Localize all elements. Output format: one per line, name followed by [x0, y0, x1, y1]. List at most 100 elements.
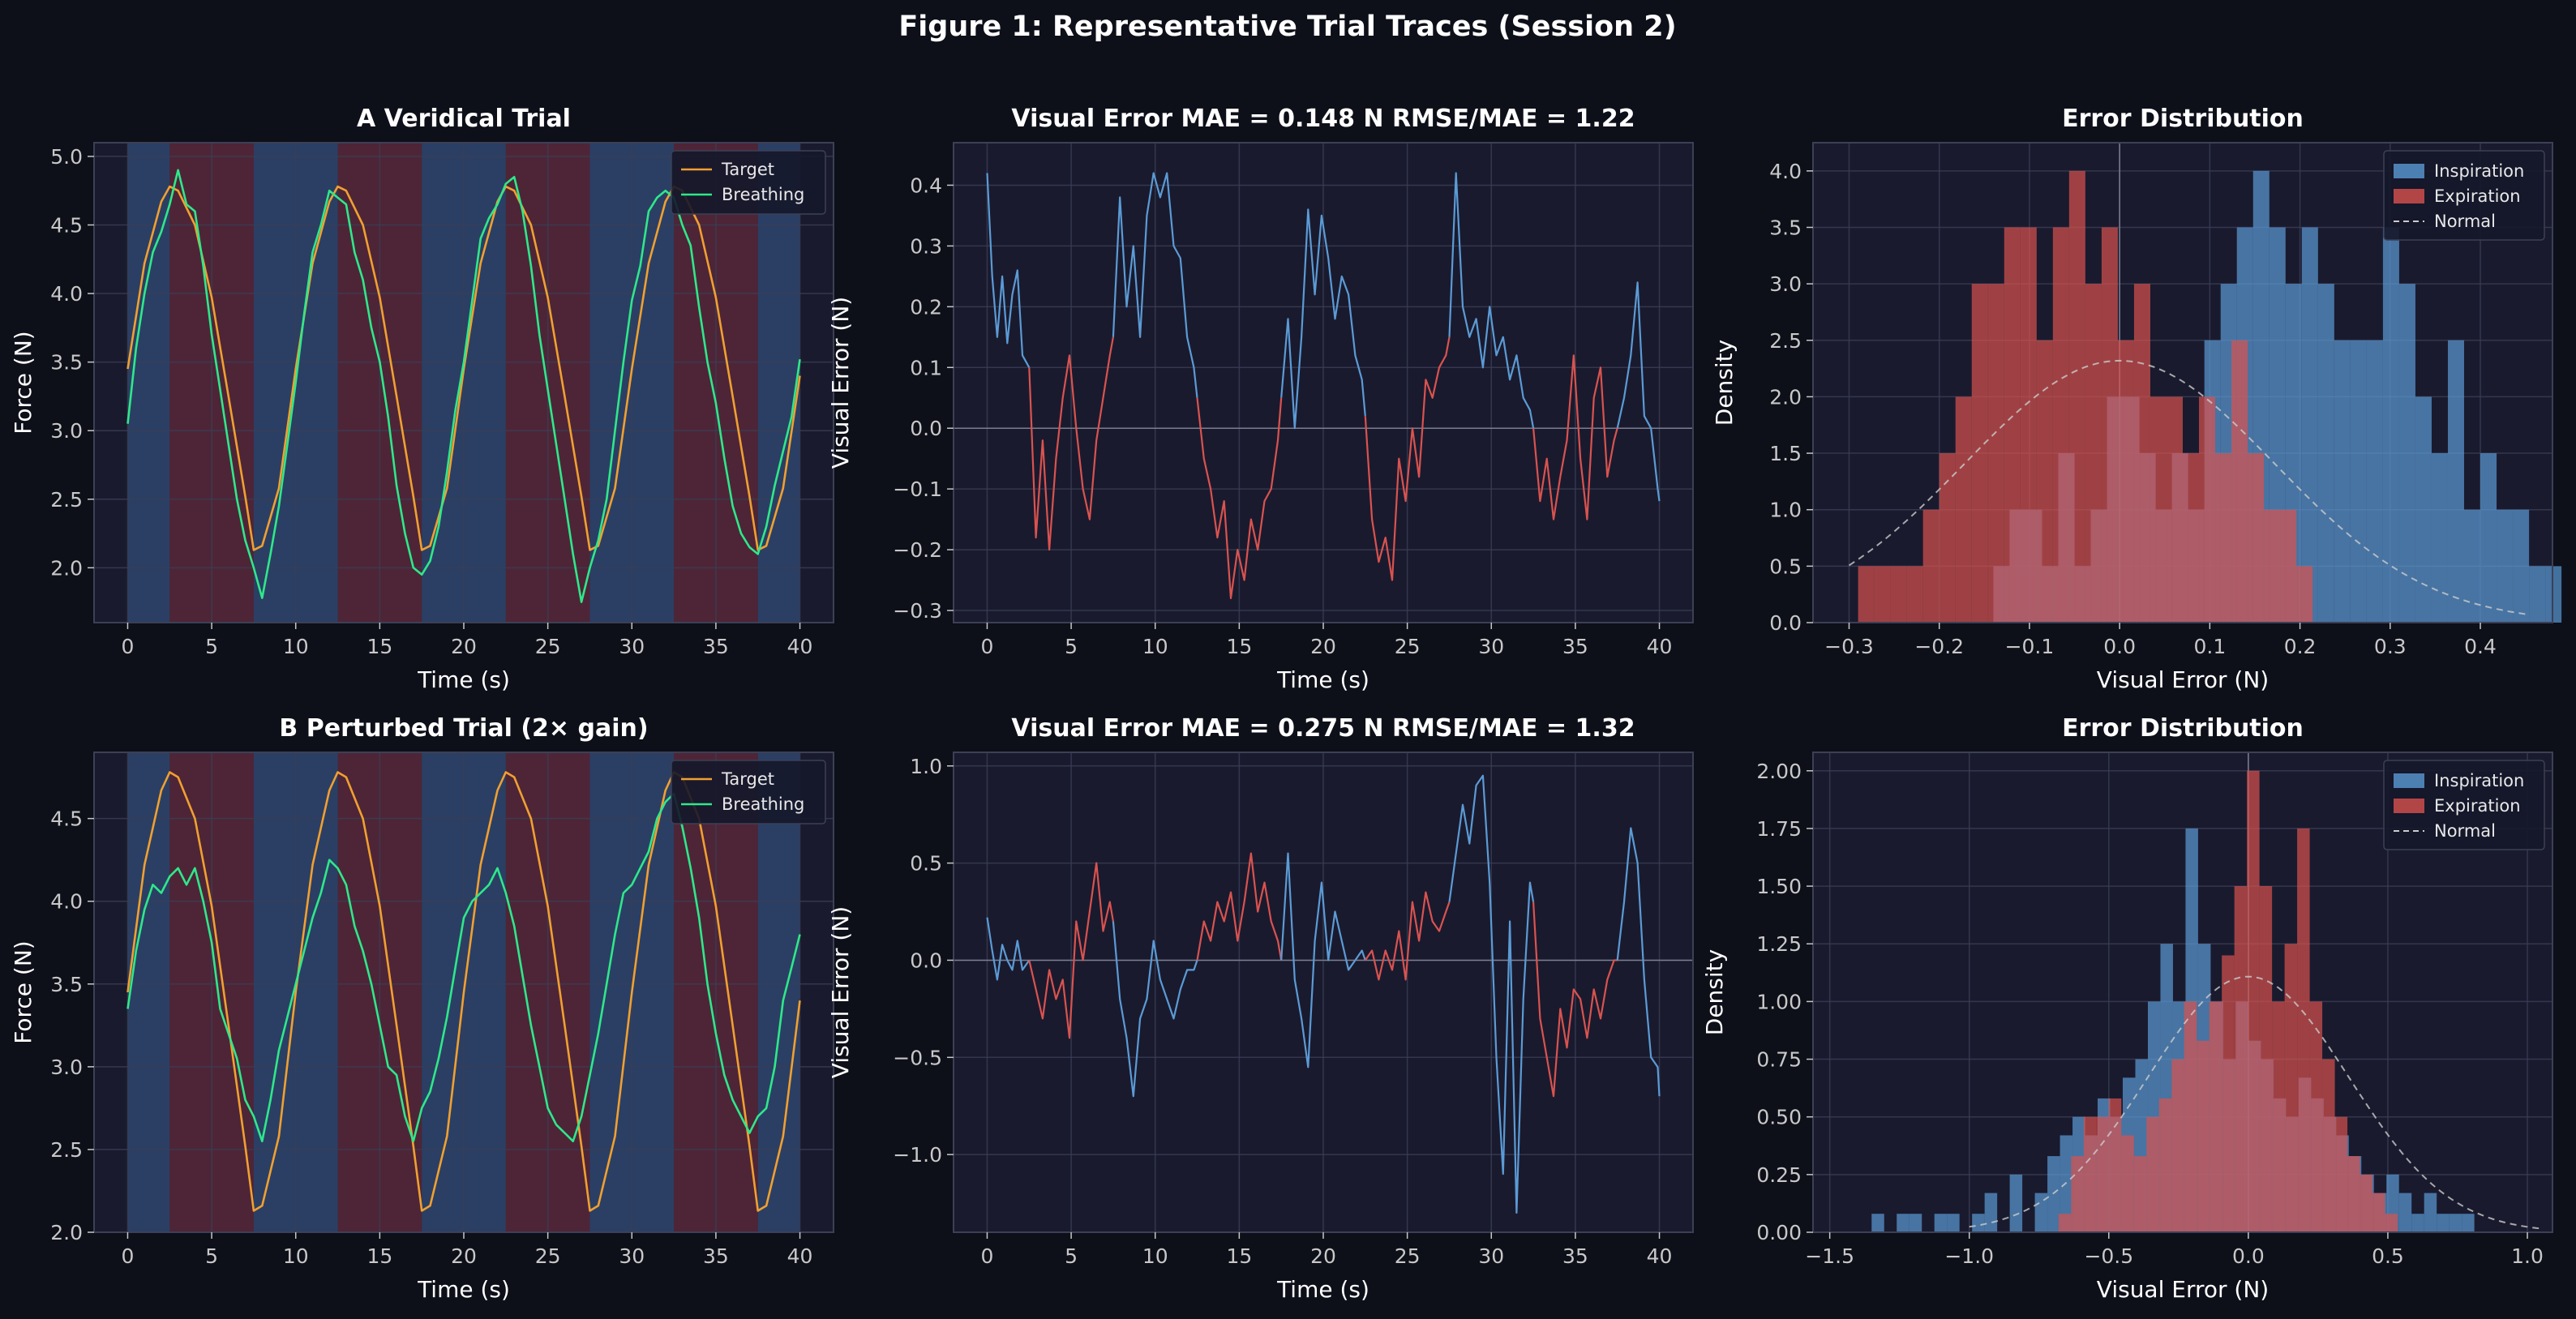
x-tick-label: 15	[1226, 1244, 1252, 1268]
x-tick-label: 1.0	[2511, 1244, 2544, 1268]
x-tick-label: 0	[981, 1244, 994, 1268]
legend-swatch-expiration	[2394, 799, 2424, 813]
histogram-bar-inspiration	[2437, 1214, 2450, 1232]
histogram-bar-expiration	[1858, 566, 1875, 623]
histogram-bar-expiration	[1987, 284, 2004, 623]
histogram-bar-expiration	[2101, 227, 2118, 623]
histogram-bar-expiration	[2108, 1098, 2122, 1232]
histogram-bar-expiration	[2280, 509, 2297, 623]
y-tick-label: 1.00	[1756, 990, 1802, 1013]
error-trace-inspiration	[1616, 827, 1661, 1097]
x-tick-label: 35	[703, 1244, 729, 1268]
y-tick-label: 2.5	[50, 488, 83, 512]
histogram-bar-inspiration	[1909, 1214, 1922, 1232]
y-tick-label: 0.00	[1756, 1221, 1802, 1244]
panel-title: Error Distribution	[2062, 714, 2304, 743]
histogram-bar-inspiration	[2317, 284, 2334, 623]
error-trace-expiration	[1028, 862, 1114, 1039]
panel-B_hist: −1.5 −1.0 −0.5 0.0 0.5 1.0 0.00 0.25 0.50 0.75 1.0…	[1701, 714, 2553, 1303]
legend-label-breathing: Breathing	[722, 794, 804, 814]
legend-box	[671, 760, 826, 824]
x-axis-label: Visual Error (N)	[2097, 666, 2269, 693]
legend-label-inspiration: Inspiration	[2434, 161, 2524, 181]
y-tick-label: 0.5	[910, 852, 942, 876]
histogram-bar-expiration	[2385, 1214, 2398, 1232]
legend-label-target: Target	[721, 769, 774, 789]
histogram-bar-expiration	[2117, 340, 2134, 623]
histogram-bar-inspiration	[2464, 509, 2481, 623]
histogram-bar-expiration	[2133, 1156, 2147, 1232]
x-tick-label: 35	[1562, 635, 1588, 658]
y-tick-label: 0.25	[1756, 1163, 1802, 1187]
histogram-bar-expiration	[2247, 770, 2260, 1232]
x-axis-label: Time (s)	[1276, 1276, 1369, 1303]
error-trace-inspiration	[1112, 172, 1198, 398]
error-trace-inspiration	[1280, 852, 1366, 1068]
histogram-bar-expiration	[2215, 453, 2232, 623]
error-trace-inspiration	[986, 173, 1031, 368]
y-tick-label: 4.0	[1769, 160, 1802, 183]
histogram-bar-expiration	[2133, 284, 2150, 623]
panel-title: B Perturbed Trial (2× gain)	[279, 714, 648, 743]
histogram-bar-expiration	[1874, 566, 1891, 623]
y-tick-label: 1.0	[1769, 499, 1802, 522]
histogram-bar-inspiration	[2009, 1174, 2023, 1232]
x-tick-label: 5	[1065, 1244, 1078, 1268]
histogram-bar-inspiration	[2350, 340, 2367, 623]
legend: Target Breathing	[671, 760, 826, 824]
histogram-bar-expiration	[2004, 227, 2021, 623]
histogram-bar-expiration	[2096, 1116, 2109, 1232]
legend-label-expiration: Expiration	[2434, 186, 2521, 206]
histogram-bar-inspiration	[2513, 509, 2530, 623]
y-axis-label: Visual Error (N)	[827, 906, 854, 1078]
x-tick-label: 20	[1310, 635, 1336, 658]
error-trace-inspiration	[1280, 208, 1366, 430]
x-tick-label: −0.3	[1824, 635, 1874, 658]
x-tick-label: 30	[1478, 635, 1504, 658]
error-trace-expiration	[1196, 852, 1283, 961]
y-tick-label: 0.0	[1769, 611, 1802, 635]
histogram-bar-inspiration	[2462, 1214, 2475, 1232]
histogram-bar-expiration	[2197, 1040, 2210, 1232]
x-tick-label: 5	[205, 1244, 218, 1268]
x-tick-label: −0.1	[2005, 635, 2055, 658]
histogram-bar-expiration	[2334, 1116, 2348, 1232]
y-tick-label: 4.0	[50, 890, 83, 914]
y-tick-label: 0.2	[910, 295, 942, 319]
x-tick-label: 40	[1647, 1244, 1673, 1268]
histogram-bar-inspiration	[1947, 1214, 1960, 1232]
histogram-bar-inspiration	[2334, 340, 2351, 623]
legend: Inspiration Expiration Normal	[2383, 150, 2545, 241]
legend: Target Breathing	[671, 150, 826, 215]
histogram-bar-expiration	[2150, 396, 2167, 623]
histogram-bar-expiration	[2231, 340, 2248, 623]
y-tick-label: 0.3	[910, 234, 942, 258]
panel-B_trace: 0 5 10 15 20 25 30 35 40 2.0 2.5 3.0 3.5 4.0 4.5 B Pert…	[10, 714, 834, 1303]
histogram-bar-expiration	[2121, 1135, 2134, 1232]
histogram-bar-expiration	[2058, 1214, 2072, 1232]
phase-band-inspiration	[757, 143, 800, 623]
series-line-breathing	[126, 792, 801, 1142]
x-tick-label: 30	[619, 635, 645, 658]
x-tick-label: 30	[1478, 1244, 1504, 1268]
phase-band-inspiration	[127, 143, 170, 623]
figure-title: Figure 1: Representative Trial Traces (S…	[898, 11, 1676, 43]
error-trace-expiration	[1364, 891, 1451, 981]
x-tick-label: 15	[366, 1244, 392, 1268]
x-tick-label: 0.0	[2103, 635, 2136, 658]
histogram-bar-inspiration	[2398, 284, 2415, 623]
histogram-bar-expiration	[2264, 509, 2281, 623]
panel-title: A Veridical Trial	[357, 105, 571, 133]
x-axis-label: Visual Error (N)	[2097, 1276, 2269, 1303]
y-tick-label: 4.5	[50, 213, 83, 237]
legend-label-normal: Normal	[2434, 212, 2496, 231]
legend: Inspiration Expiration Normal	[2383, 760, 2545, 850]
legend-swatch-inspiration	[2394, 773, 2424, 788]
x-tick-label: 35	[1562, 1244, 1588, 1268]
y-axis-label: Force (N)	[10, 331, 36, 434]
histogram-bar-expiration	[2234, 886, 2248, 1232]
y-tick-label: 3.0	[1769, 272, 1802, 296]
y-tick-label: −0.3	[893, 599, 942, 623]
